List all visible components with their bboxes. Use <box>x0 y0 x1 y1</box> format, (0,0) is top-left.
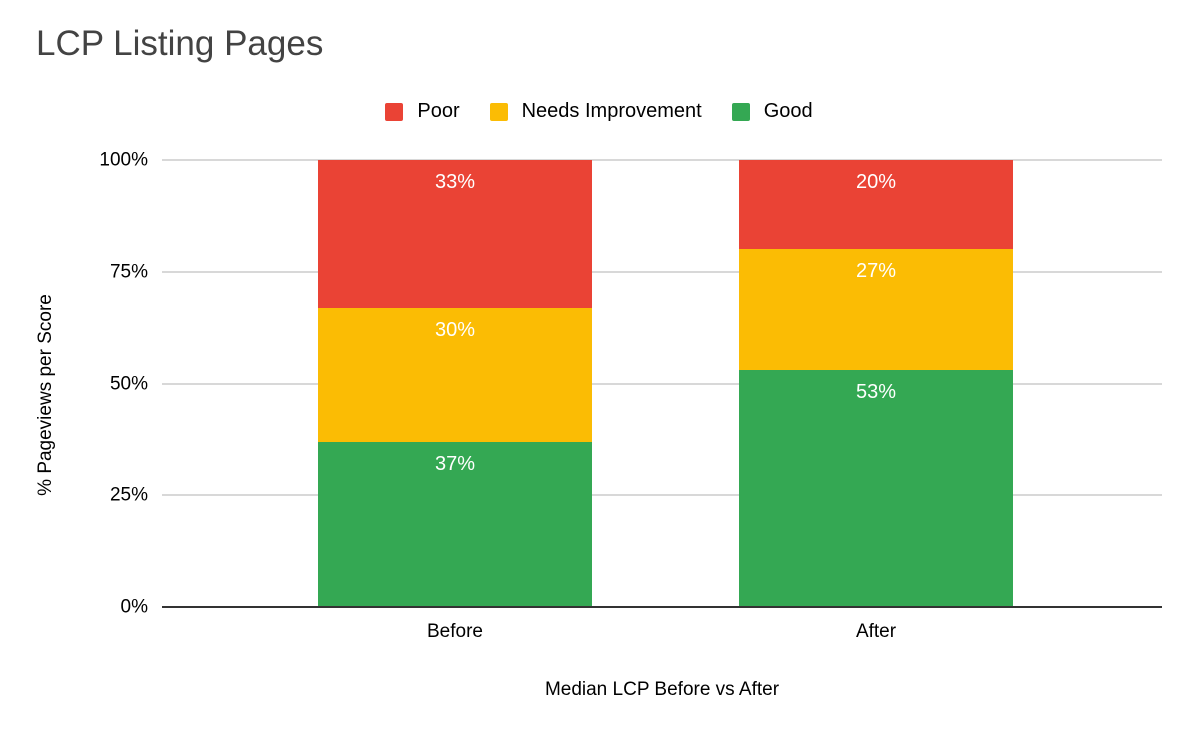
y-axis-title: % Pageviews per Score <box>35 294 56 496</box>
gridline <box>162 270 1162 273</box>
bar-segment-good: 53% <box>739 370 1013 607</box>
legend-item-needs-improvement: Needs Improvement <box>489 100 702 123</box>
bar-segment-good: 37% <box>318 441 592 607</box>
bar-value-label: 37% <box>434 452 476 475</box>
bar-value-label: 30% <box>434 318 476 341</box>
y-axis-tick-label: 50% <box>109 373 148 394</box>
gridline <box>162 382 1162 385</box>
x-axis-title: Median LCP Before vs After <box>544 679 780 700</box>
bar-segment-poor: 33% <box>318 160 592 308</box>
bar-segment-needs-improvement: 27% <box>739 249 1013 371</box>
gridline <box>162 494 1162 497</box>
legend-color-swatch <box>731 102 750 121</box>
y-axis-tick-label: 0% <box>120 596 148 618</box>
legend-color-swatch <box>385 102 404 121</box>
legend-color-swatch <box>489 102 508 121</box>
bar-value-label: 20% <box>855 171 897 193</box>
chart-title: LCP Listing Pages <box>36 24 324 63</box>
legend-label: Needs Improvement <box>521 100 702 122</box>
legend-item-poor: Poor <box>385 100 460 123</box>
legend-label: Good <box>763 100 813 122</box>
x-axis-category-label: After <box>855 621 897 642</box>
bar-segment-needs-improvement: 30% <box>318 307 592 442</box>
bar-value-label: 33% <box>434 171 476 193</box>
gridline <box>162 159 1162 161</box>
y-axis-tick-label: 25% <box>109 484 148 506</box>
y-axis-tick-label: 75% <box>109 261 148 283</box>
x-axis-category-label: Before <box>427 621 483 642</box>
bar-after: 20% 27% 53% <box>739 160 1013 607</box>
legend-item-good: Good <box>731 100 813 123</box>
y-axis-tick-label: 100% <box>99 149 148 171</box>
bar-value-label: 53% <box>855 381 897 404</box>
bar-value-label: 27% <box>855 260 897 283</box>
x-axis-line <box>162 606 1162 608</box>
bar-before: 33% 30% 37% <box>318 160 592 607</box>
legend-label: Poor <box>417 100 460 122</box>
legend: Poor Needs Improvement Good <box>0 100 1198 123</box>
plot-area: 0% 25% 50% 75% 100% 33% 30% 37% 20% 27% 53% <box>99 151 1162 617</box>
bar-segment-poor: 20% <box>739 160 1013 250</box>
